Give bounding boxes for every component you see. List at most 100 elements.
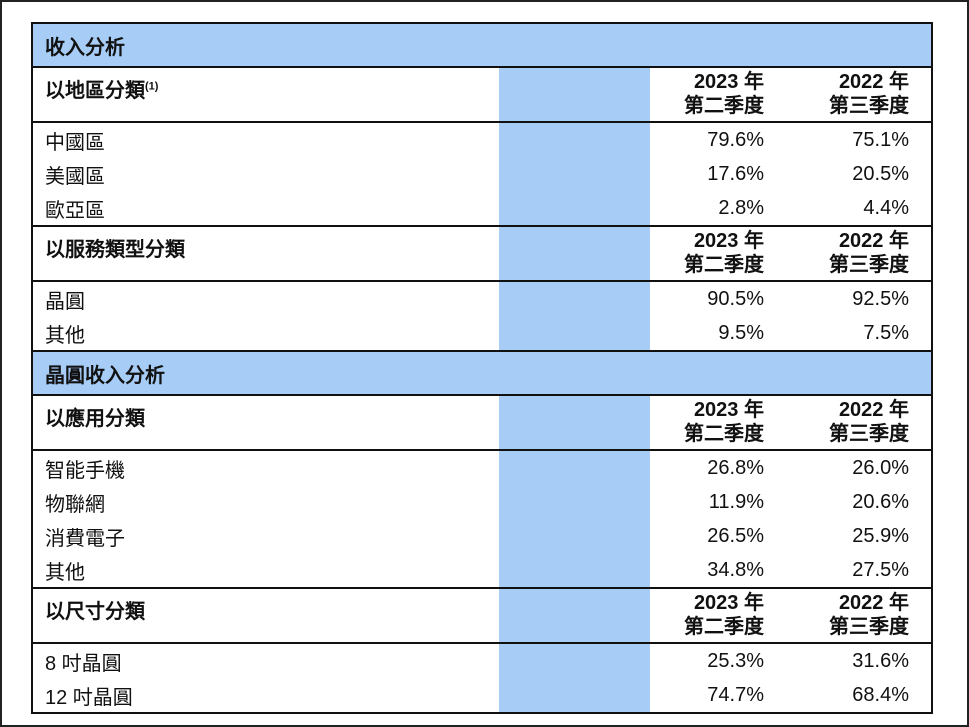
value-cell: 17.6%	[707, 162, 764, 185]
period-header: 2022 年第三季度	[778, 68, 923, 121]
highlight-column	[499, 553, 650, 587]
highlight-column	[499, 68, 650, 121]
period-year: 2023 年	[693, 399, 764, 421]
highlight-column	[499, 157, 650, 191]
table-row: 晶圓91.1%90.5%92.5%	[33, 282, 931, 316]
value-cell: 31.6%	[852, 649, 909, 672]
row-label: 中國區	[45, 131, 105, 154]
highlight-column	[499, 396, 650, 449]
value-cell: 74.7%	[707, 683, 764, 706]
row-label: 12 吋晶圓	[45, 686, 133, 709]
value-cell: 26.0%	[852, 456, 909, 479]
period-year: 2022 年	[838, 71, 909, 93]
value-cell: 20.5%	[852, 162, 909, 185]
period-year: 2023 年	[693, 592, 764, 614]
period-year: 2023 年	[693, 230, 764, 252]
value-cell: 2.8%	[718, 196, 764, 219]
row-label: 其他	[45, 561, 85, 584]
table-row: 其他38.5%34.8%27.5%	[33, 553, 931, 589]
row-label: 8 吋晶圓	[45, 652, 122, 675]
period-quarter: 第二季度	[684, 95, 764, 117]
row-label: 其他	[45, 324, 85, 347]
period-quarter: 第二季度	[684, 254, 764, 276]
value-cell: 79.6%	[707, 128, 764, 151]
value-cell: 26.5%	[707, 524, 764, 547]
period-header: 2022 年第三季度	[778, 396, 923, 449]
highlight-column	[499, 451, 650, 485]
period-header: 2023 年第二季度	[638, 589, 778, 642]
table-row: 中國區84.0%79.6%75.1%	[33, 123, 931, 157]
period-header: 2022 年第三季度	[778, 589, 923, 642]
row-label: 消費電子	[45, 527, 125, 550]
highlight-column	[499, 485, 650, 519]
period-header: 2023 年第二季度	[638, 227, 778, 280]
value-cell: 75.1%	[852, 128, 909, 151]
period-header: 2023 年第二季度	[638, 68, 778, 121]
group-label: 以尺寸分類	[33, 589, 487, 642]
period-year: 2022 年	[838, 592, 909, 614]
table-row: 歐亞區3.1%2.8%4.4%	[33, 191, 931, 227]
period-year: 2022 年	[838, 230, 909, 252]
period-quarter: 第三季度	[829, 616, 909, 638]
row-label: 歐亞區	[45, 199, 105, 222]
row-label: 美國區	[45, 165, 105, 188]
value-cell: 25.3%	[707, 649, 764, 672]
value-cell: 11.9%	[708, 490, 764, 513]
value-cell: 90.5%	[707, 287, 764, 310]
group-label: 以地區分類(1)	[33, 68, 487, 121]
period-quarter: 第三季度	[829, 254, 909, 276]
period-header: 2022 年第三季度	[778, 227, 923, 280]
period-quarter: 第三季度	[829, 423, 909, 445]
row-label: 智能手機	[45, 459, 125, 482]
value-cell: 7.5%	[863, 321, 909, 344]
row-label: 物聯網	[45, 493, 105, 516]
highlight-column	[499, 589, 650, 642]
period-quarter: 第二季度	[684, 616, 764, 638]
period-year: 2022 年	[838, 399, 909, 421]
table-row: 智能手機25.9%26.8%26.0%	[33, 451, 931, 485]
footnote-marker: (1)	[145, 80, 159, 93]
highlight-column	[499, 282, 650, 316]
group-label: 以應用分類	[33, 396, 487, 449]
value-cell: 25.9%	[852, 524, 909, 547]
table-row: 消費電子24.1%26.5%25.9%	[33, 519, 931, 553]
group-label-text: 以地區分類	[45, 80, 145, 102]
section-title: 收入分析	[33, 24, 931, 68]
value-cell: 34.8%	[707, 558, 764, 581]
period-quarter: 第三季度	[829, 95, 909, 117]
value-cell: 20.6%	[852, 490, 909, 513]
value-cell: 4.4%	[863, 196, 909, 219]
value-cell: 26.8%	[707, 456, 764, 479]
group-label-text: 以尺寸分類	[45, 601, 145, 623]
table-row: 美國區12.9%17.6%20.5%	[33, 157, 931, 191]
section-title: 晶圓收入分析	[33, 352, 931, 396]
row-label: 晶圓	[45, 290, 85, 313]
period-year: 2023 年	[693, 71, 764, 93]
value-cell: 27.5%	[852, 558, 909, 581]
group-label: 以服務類型分類	[33, 227, 487, 280]
highlight-column	[499, 191, 650, 225]
group-label-text: 以服務類型分類	[45, 239, 185, 261]
table-row: 其他8.9%9.5%7.5%	[33, 316, 931, 352]
value-cell: 9.5%	[718, 321, 764, 344]
highlight-column	[499, 678, 650, 712]
period-quarter: 第二季度	[684, 423, 764, 445]
highlight-column	[499, 227, 650, 280]
value-cell: 68.4%	[852, 683, 909, 706]
highlight-column	[499, 316, 650, 350]
value-cell: 92.5%	[852, 287, 909, 310]
highlight-column	[499, 644, 650, 678]
highlight-column	[499, 519, 650, 553]
period-header: 2023 年第二季度	[638, 396, 778, 449]
table-row: 8 吋晶圓26.0%25.3%31.6%	[33, 644, 931, 678]
highlight-column	[499, 123, 650, 157]
group-label-text: 以應用分類	[45, 408, 145, 430]
